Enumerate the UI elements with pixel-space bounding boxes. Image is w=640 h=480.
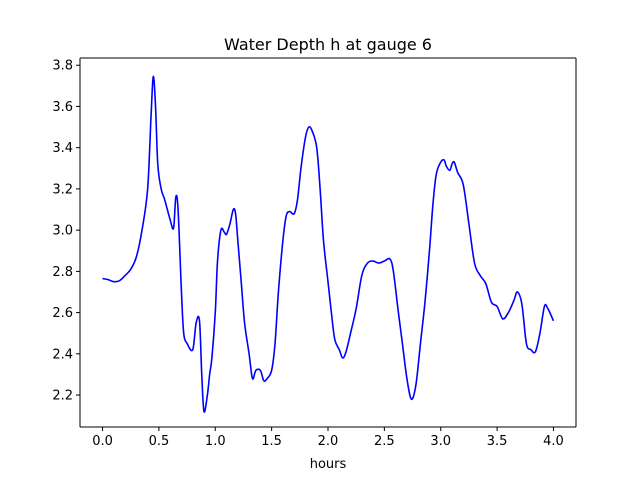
x-tick-label: 3.5 — [487, 434, 508, 449]
x-tick-label: 1.5 — [261, 434, 282, 449]
chart-title: Water Depth h at gauge 6 — [224, 35, 432, 54]
x-tick-label: 1.0 — [205, 434, 226, 449]
y-tick-label: 3.2 — [52, 182, 73, 197]
y-tick-label: 3.4 — [52, 141, 73, 156]
x-axis-label: hours — [310, 457, 347, 472]
x-tick-label: 2.0 — [318, 434, 339, 449]
y-tick-label: 3.8 — [52, 59, 73, 74]
y-tick-label: 3.6 — [52, 100, 73, 115]
y-tick-label: 2.2 — [52, 389, 73, 404]
x-tick-label: 0.0 — [92, 434, 113, 449]
series-line-0 — [102, 75, 555, 413]
x-tick-label: 2.5 — [374, 434, 395, 449]
y-tick-label: 3.0 — [52, 224, 73, 239]
y-tick-label: 2.6 — [52, 306, 73, 321]
x-tick-label: 0.5 — [149, 434, 170, 449]
x-tick-label: 3.0 — [430, 434, 451, 449]
y-tick-label: 2.8 — [52, 265, 73, 280]
plot-area: 0.0 0.5 1.0 1.5 2.0 2.5 3.0 3.5 4.0 2.2 2.4 2.6 2.8 3… — [52, 57, 577, 449]
y-tick-label: 2.4 — [52, 347, 73, 362]
x-tick-label: 4.0 — [543, 434, 564, 449]
